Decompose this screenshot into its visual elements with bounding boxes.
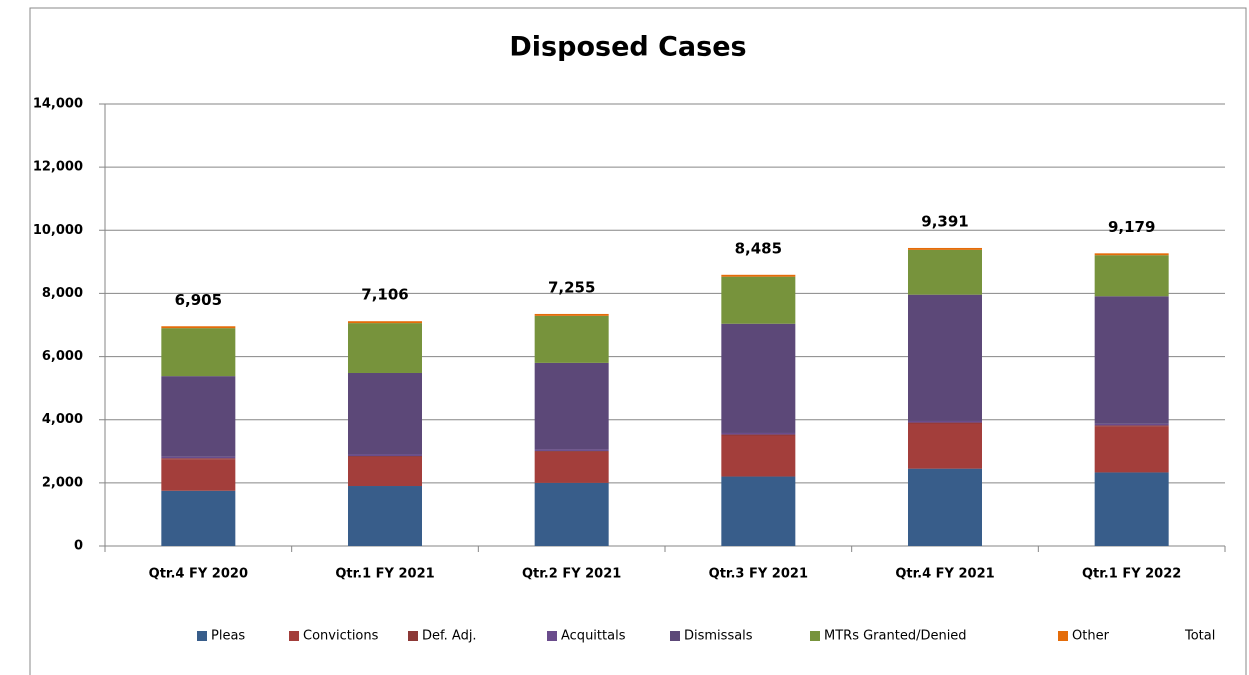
x-tick-label: Qtr.4 FY 2021 [895,567,994,582]
bar-segment [908,420,982,423]
bar-segment [534,315,609,363]
bar-segment [161,459,236,491]
x-tick-label: Qtr.4 FY 2020 [149,567,248,582]
bar-segment [721,434,796,436]
bar-segment [721,432,796,435]
bar-segment [1094,253,1169,256]
chart-title: Disposed Cases [509,32,746,63]
legend-label: Total [1184,629,1215,644]
total-label: 9,391 [921,212,968,230]
bar-segment [1094,425,1169,427]
bar-segment [908,423,982,469]
bar-segment [908,247,982,250]
y-tick-label: 2,000 [42,475,83,490]
total-label: 9,179 [1108,218,1155,236]
total-label: 7,255 [548,278,595,296]
bar-segment [161,456,236,459]
x-tick-label: Qtr.1 FY 2022 [1082,567,1181,582]
bar-segment [908,422,982,424]
bar-segment [348,456,422,487]
legend-label: Other [1072,629,1110,644]
bar-segment [161,376,236,457]
bar-segment [908,294,982,421]
legend-swatch [408,631,418,641]
bar-segment [1094,423,1169,426]
x-tick-label: Qtr.1 FY 2021 [335,567,434,582]
bar-segment [161,458,236,460]
legend-swatch [547,631,557,641]
bar-segment [908,468,982,546]
bar-segment [534,362,609,450]
chart-border [29,7,1247,675]
y-tick-label: 8,000 [42,286,83,301]
bar-segment [348,323,422,373]
legend-swatch [670,631,680,641]
legend-label: Def. Adj. [422,629,477,644]
bar-segment [721,323,796,433]
y-tick-label: 12,000 [33,160,83,175]
bar-segment [534,450,609,452]
legend-swatch [197,631,207,641]
legend-label: Dismissals [684,629,753,644]
legend-label: Pleas [211,629,245,644]
legend-swatch [289,631,299,641]
bar-segment [534,451,609,483]
y-tick-label: 0 [74,539,83,554]
bar-segment [1094,255,1169,297]
bar-segment [161,328,236,377]
y-tick-label: 6,000 [42,349,83,364]
bar-segment [721,274,796,277]
bar-segment [161,326,236,329]
bar-segment [1094,472,1169,546]
bar-segment [721,276,796,324]
total-label: 7,106 [361,286,408,304]
total-label: 8,485 [735,239,782,257]
bar-segment [348,454,422,457]
bar-segment [1094,426,1169,473]
total-label: 6,905 [175,291,222,309]
bar-segment [348,456,422,457]
bar-segment [534,482,609,546]
bar-segment [1094,296,1169,424]
bar-segment [348,372,422,455]
bar-segment [534,449,609,451]
legend-swatch [810,631,820,641]
bar-segment [721,435,796,477]
bar-segment [348,486,422,546]
bar-segment [534,313,609,316]
bar-segment [348,321,422,324]
bar-segment [161,490,236,546]
bar-segment [721,476,796,546]
x-tick-label: Qtr.2 FY 2021 [522,567,621,582]
legend-swatch [1058,631,1068,641]
legend-label: MTRs Granted/Denied [824,629,967,644]
y-tick-label: 10,000 [33,223,83,238]
legend-label: Acquittals [561,629,626,644]
y-tick-label: 4,000 [42,412,83,427]
y-tick-label: 14,000 [33,97,83,112]
bar-segment [908,249,982,295]
legend-label: Convictions [303,629,379,644]
x-tick-label: Qtr.3 FY 2021 [709,567,808,582]
